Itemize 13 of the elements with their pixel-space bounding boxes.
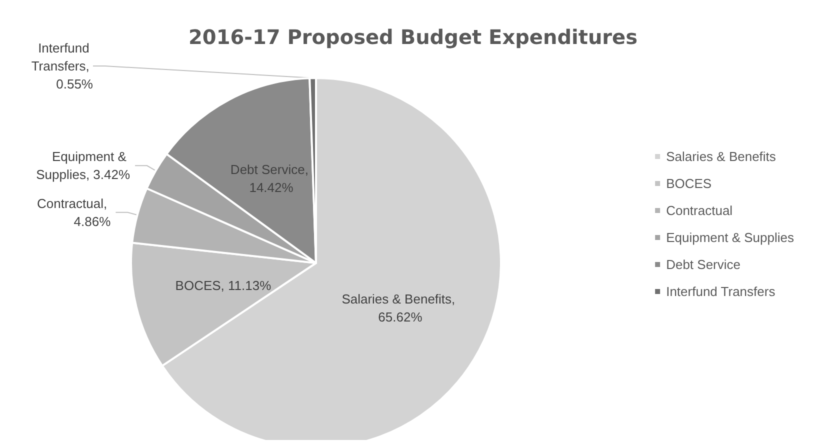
chart-title: 2016-17 Proposed Budget Expenditures: [188, 25, 638, 49]
legend-label: Interfund Transfers: [666, 284, 776, 299]
legend-label: BOCES: [666, 176, 712, 191]
data-label: BOCES, 11.13%: [175, 278, 272, 294]
data-label: Salaries & Benefits, 65.62%: [342, 292, 459, 325]
data-label: Equipment & Supplies, 3.42%: [36, 149, 130, 182]
data-label: Interfund Transfers, 0.55%: [31, 40, 94, 92]
legend-label: Salaries & Benefits: [666, 149, 776, 164]
legend-label: Contractual: [666, 203, 733, 218]
data-label: Contractual, 4.86%: [36, 196, 112, 229]
legend-label: Debt Service: [666, 257, 741, 272]
data-label: Debt Service, 14.42%: [230, 162, 312, 196]
legend-label: Equipment & Supplies: [666, 230, 794, 245]
